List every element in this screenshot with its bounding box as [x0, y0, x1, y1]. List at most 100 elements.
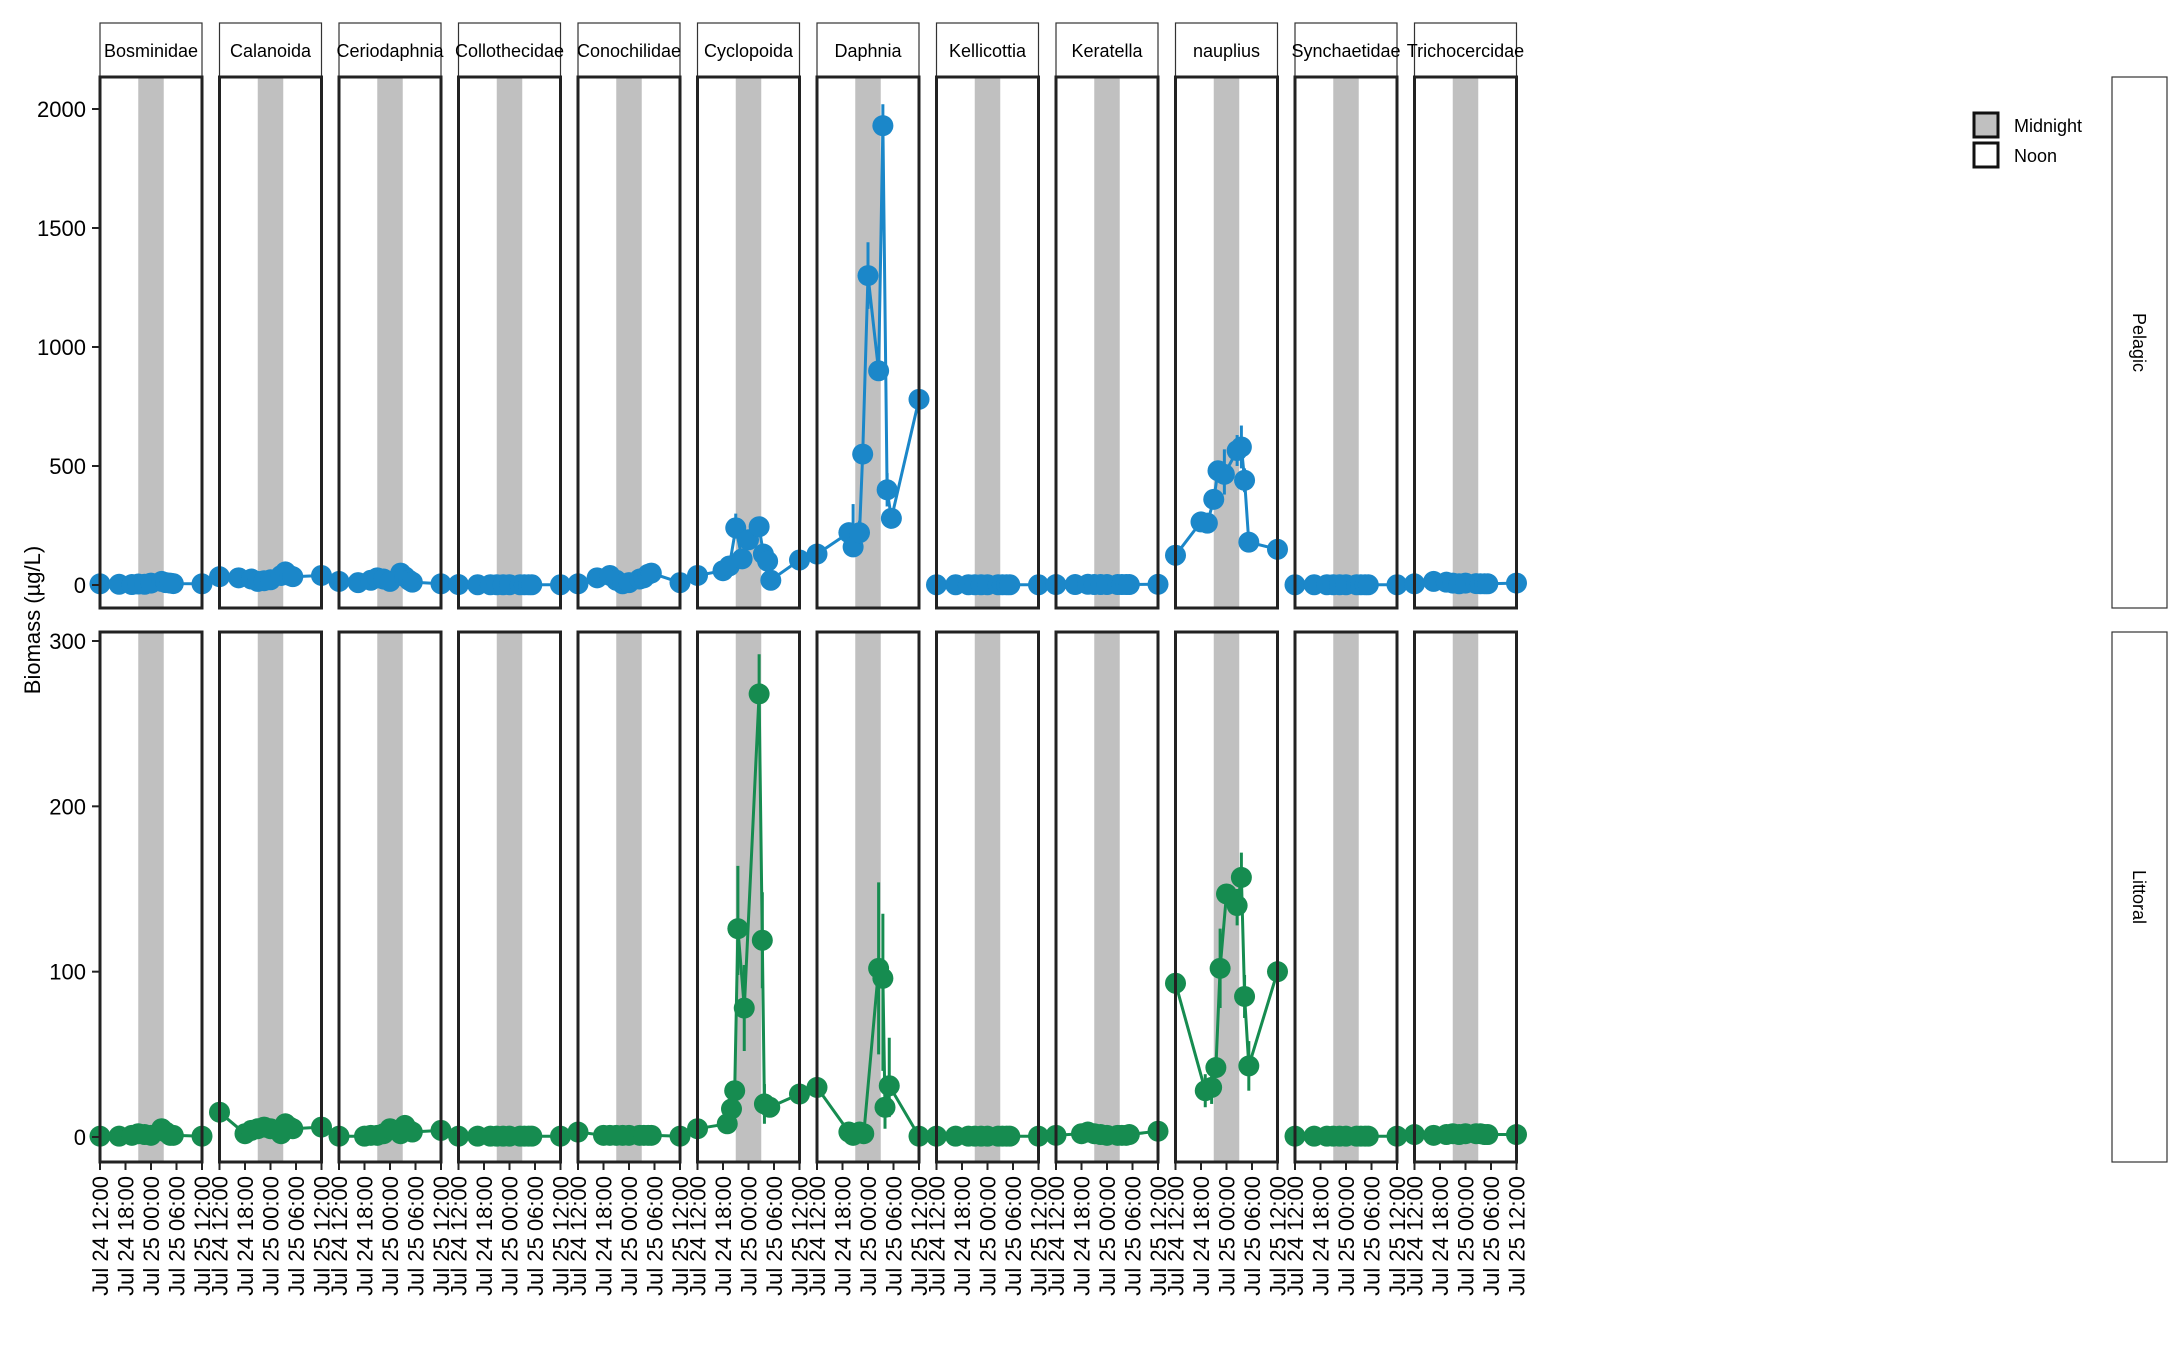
y-tick-label: 0 [74, 573, 86, 598]
facet-strip-collothecidae: Collothecidae [455, 22, 564, 78]
x-axis-daphnia: Jul 24 12:00 Jul 24 18:00 Jul 25 00:00 Jul … [805, 1162, 932, 1296]
x-tick-label: Jul 24 12:00 [925, 1176, 950, 1296]
legend-label: Midnight [2014, 116, 2082, 136]
panel-pelagic-trichocercidae [1404, 75, 1527, 610]
panel-littoral-bosminidae [89, 630, 213, 1164]
facet-strip-label: Trichocercidae [1407, 41, 1524, 61]
facet-strip-synchaetidae: Synchaetidae [1291, 22, 1401, 78]
panel-border [696, 75, 801, 610]
panel-littoral-ceriodaphnia [328, 630, 452, 1164]
midnight-band [138, 632, 164, 1162]
midnight-band [1452, 632, 1479, 1162]
x-tick-label: Jul 25 12:00 [1505, 1176, 1530, 1296]
midnight-band [974, 632, 1001, 1162]
x-tick-label: Jul 24 18:00 [592, 1176, 617, 1296]
row-strips: Pelagic Littoral [2111, 76, 2168, 1163]
x-tick-label: Jul 24 18:00 [1189, 1176, 1214, 1296]
x-tick-label: Jul 24 12:00 [1044, 1176, 1069, 1296]
x-axis-calanoida: Jul 24 12:00 Jul 24 18:00 Jul 25 00:00 Jul … [208, 1162, 335, 1296]
data-point [731, 548, 753, 570]
x-tick-label: Jul 24 12:00 [1403, 1176, 1428, 1296]
data-point [853, 1123, 875, 1145]
data-point [733, 997, 755, 1019]
x-tick-label: Jul 24 18:00 [472, 1176, 497, 1296]
facet-strip-cyclopoida: Cyclopoida [696, 22, 801, 78]
x-axis-synchaetidae: Jul 24 12:00 Jul 24 18:00 Jul 25 00:00 Jul … [1283, 1162, 1410, 1296]
facet-strip-box [338, 22, 442, 78]
row-strip-pelagic: Pelagic [2111, 76, 2168, 609]
x-axis-collothecidae: Jul 24 12:00 Jul 24 18:00 Jul 25 00:00 Jul … [447, 1162, 574, 1296]
midnight-band [974, 77, 1001, 608]
facet-strips: Bosminidae Calanoida Ceriodaphnia Collothec… [99, 22, 1524, 78]
midnight-band [496, 632, 523, 1162]
data-point [872, 115, 894, 137]
panel-pelagic-conochilidae [567, 75, 691, 610]
midnight-band [1333, 77, 1359, 608]
midnight-band [257, 632, 284, 1162]
x-tick-label: Jul 25 06:00 [284, 1176, 309, 1296]
data-point [282, 566, 304, 588]
y-tick-label: 2000 [37, 97, 86, 122]
midnight-band [1452, 77, 1479, 608]
facet-strip-daphnia: Daphnia [816, 22, 920, 78]
facet-strip-conochilidae: Conochilidae [577, 22, 681, 78]
x-axis-kellicottia: Jul 24 12:00 Jul 24 18:00 Jul 25 00:00 Jul … [925, 1162, 1052, 1296]
x-tick-label: Jul 25 12:00 [907, 1176, 932, 1296]
x-tick-label: Jul 24 12:00 [1164, 1176, 1189, 1296]
panel-border [815, 75, 921, 610]
panel-pelagic-collothecidae [448, 75, 571, 610]
midnight-band [1333, 632, 1359, 1162]
row-strip-box [2111, 631, 2168, 1163]
panel-littoral-daphnia [806, 630, 930, 1164]
midnight-band [138, 77, 164, 608]
x-tick-label: Jul 25 00:00 [139, 1176, 164, 1296]
x-tick-label: Jul 25 06:00 [882, 1176, 907, 1296]
panel-border [1174, 75, 1279, 610]
x-tick-label: Jul 25 00:00 [259, 1176, 284, 1296]
panel-pelagic-calanoida [209, 75, 332, 610]
x-tick-label: Jul 25 06:00 [1360, 1176, 1385, 1296]
panel-littoral-nauplius [1165, 630, 1288, 1164]
facet-strip-keratella: Keratella [1055, 22, 1159, 78]
x-tick-label: Jul 24 18:00 [711, 1176, 736, 1296]
x-tick-label: Jul 25 00:00 [1095, 1176, 1120, 1296]
data-point [727, 918, 749, 940]
y-tick-label: 100 [49, 960, 86, 985]
data-point [1201, 1076, 1223, 1098]
facet-strip-label: Collothecidae [455, 41, 564, 61]
x-tick-label: Jul 25 12:00 [788, 1176, 813, 1296]
x-tick-label: Jul 25 12:00 [1266, 1176, 1291, 1296]
panel-littoral-synchaetidae [1284, 630, 1408, 1164]
data-point [880, 507, 902, 529]
x-tick-label: Jul 24 12:00 [686, 1176, 711, 1296]
facet-strip-label: Cyclopoida [704, 41, 794, 61]
data-point [1196, 512, 1218, 534]
x-tick-label: Jul 25 00:00 [378, 1176, 403, 1296]
midnight-band [377, 77, 403, 608]
x-tick-label: Jul 24 12:00 [88, 1176, 113, 1296]
panel-border [218, 75, 323, 610]
x-tick-label: Jul 25 00:00 [976, 1176, 1001, 1296]
panel-pelagic-keratella [1045, 75, 1169, 610]
panel-littoral-calanoida [209, 630, 332, 1164]
data-point [521, 574, 543, 596]
x-tick-label: Jul 24 12:00 [327, 1176, 352, 1296]
data-point [874, 1096, 896, 1118]
data-point [751, 929, 773, 951]
data-point [1205, 1057, 1227, 1079]
x-axis-bosminidae: Jul 24 12:00 Jul 24 18:00 Jul 25 00:00 Jul … [88, 1162, 215, 1296]
panel-border [935, 75, 1040, 610]
panel-pelagic-ceriodaphnia [328, 75, 452, 610]
panel-pelagic-cyclopoida [687, 75, 810, 610]
data-point [640, 1124, 662, 1146]
facet-strip-label: Ceriodaphnia [336, 41, 444, 61]
panel-littoral-conochilidae [567, 630, 691, 1164]
x-tick-label: Jul 25 06:00 [1001, 1176, 1026, 1296]
data-point [1357, 574, 1379, 596]
x-tick-label: Jul 24 18:00 [233, 1176, 258, 1296]
x-axis-conochilidae: Jul 24 12:00 Jul 24 18:00 Jul 25 00:00 Jul … [566, 1162, 693, 1296]
panel-border [1054, 75, 1160, 610]
data-point [162, 1124, 184, 1146]
data-point [1209, 957, 1231, 979]
x-tick-label: Jul 25 00:00 [498, 1176, 523, 1296]
